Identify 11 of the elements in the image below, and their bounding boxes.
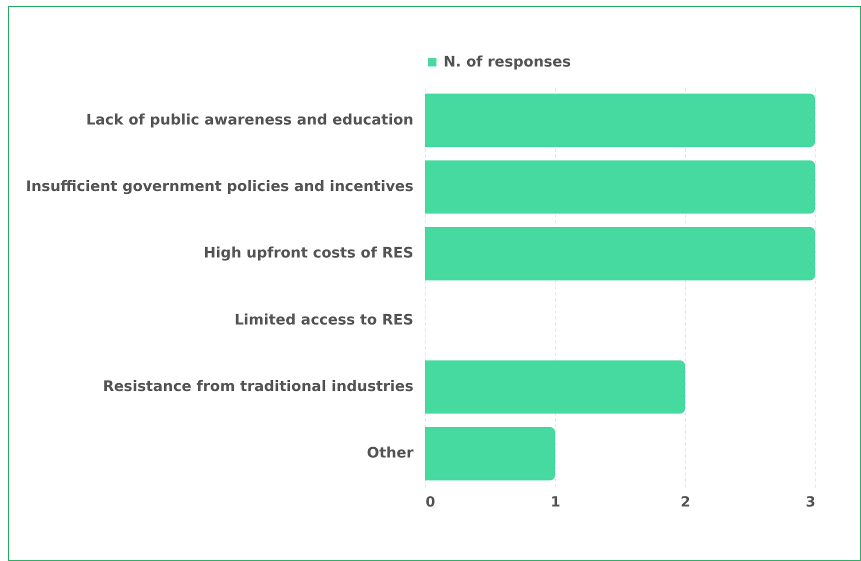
x-tick-label: 1: [550, 494, 560, 510]
y-tick-label: Limited access to RES: [234, 312, 414, 328]
x-tick-label: 2: [680, 494, 690, 510]
x-tick-label: 3: [806, 494, 816, 510]
y-tick-label: High upfront costs of RES: [204, 246, 414, 262]
y-tick-label: Insufficient government policies and incentives: [26, 179, 414, 195]
x-tick-label: 0: [426, 494, 436, 510]
y-tick-label: Other: [366, 446, 414, 462]
legend-label: N. of responses: [444, 54, 571, 70]
y-tick-label: Resistance from traditional industries: [102, 379, 414, 395]
y-tick-label: Lack of public awareness and education: [86, 112, 414, 128]
